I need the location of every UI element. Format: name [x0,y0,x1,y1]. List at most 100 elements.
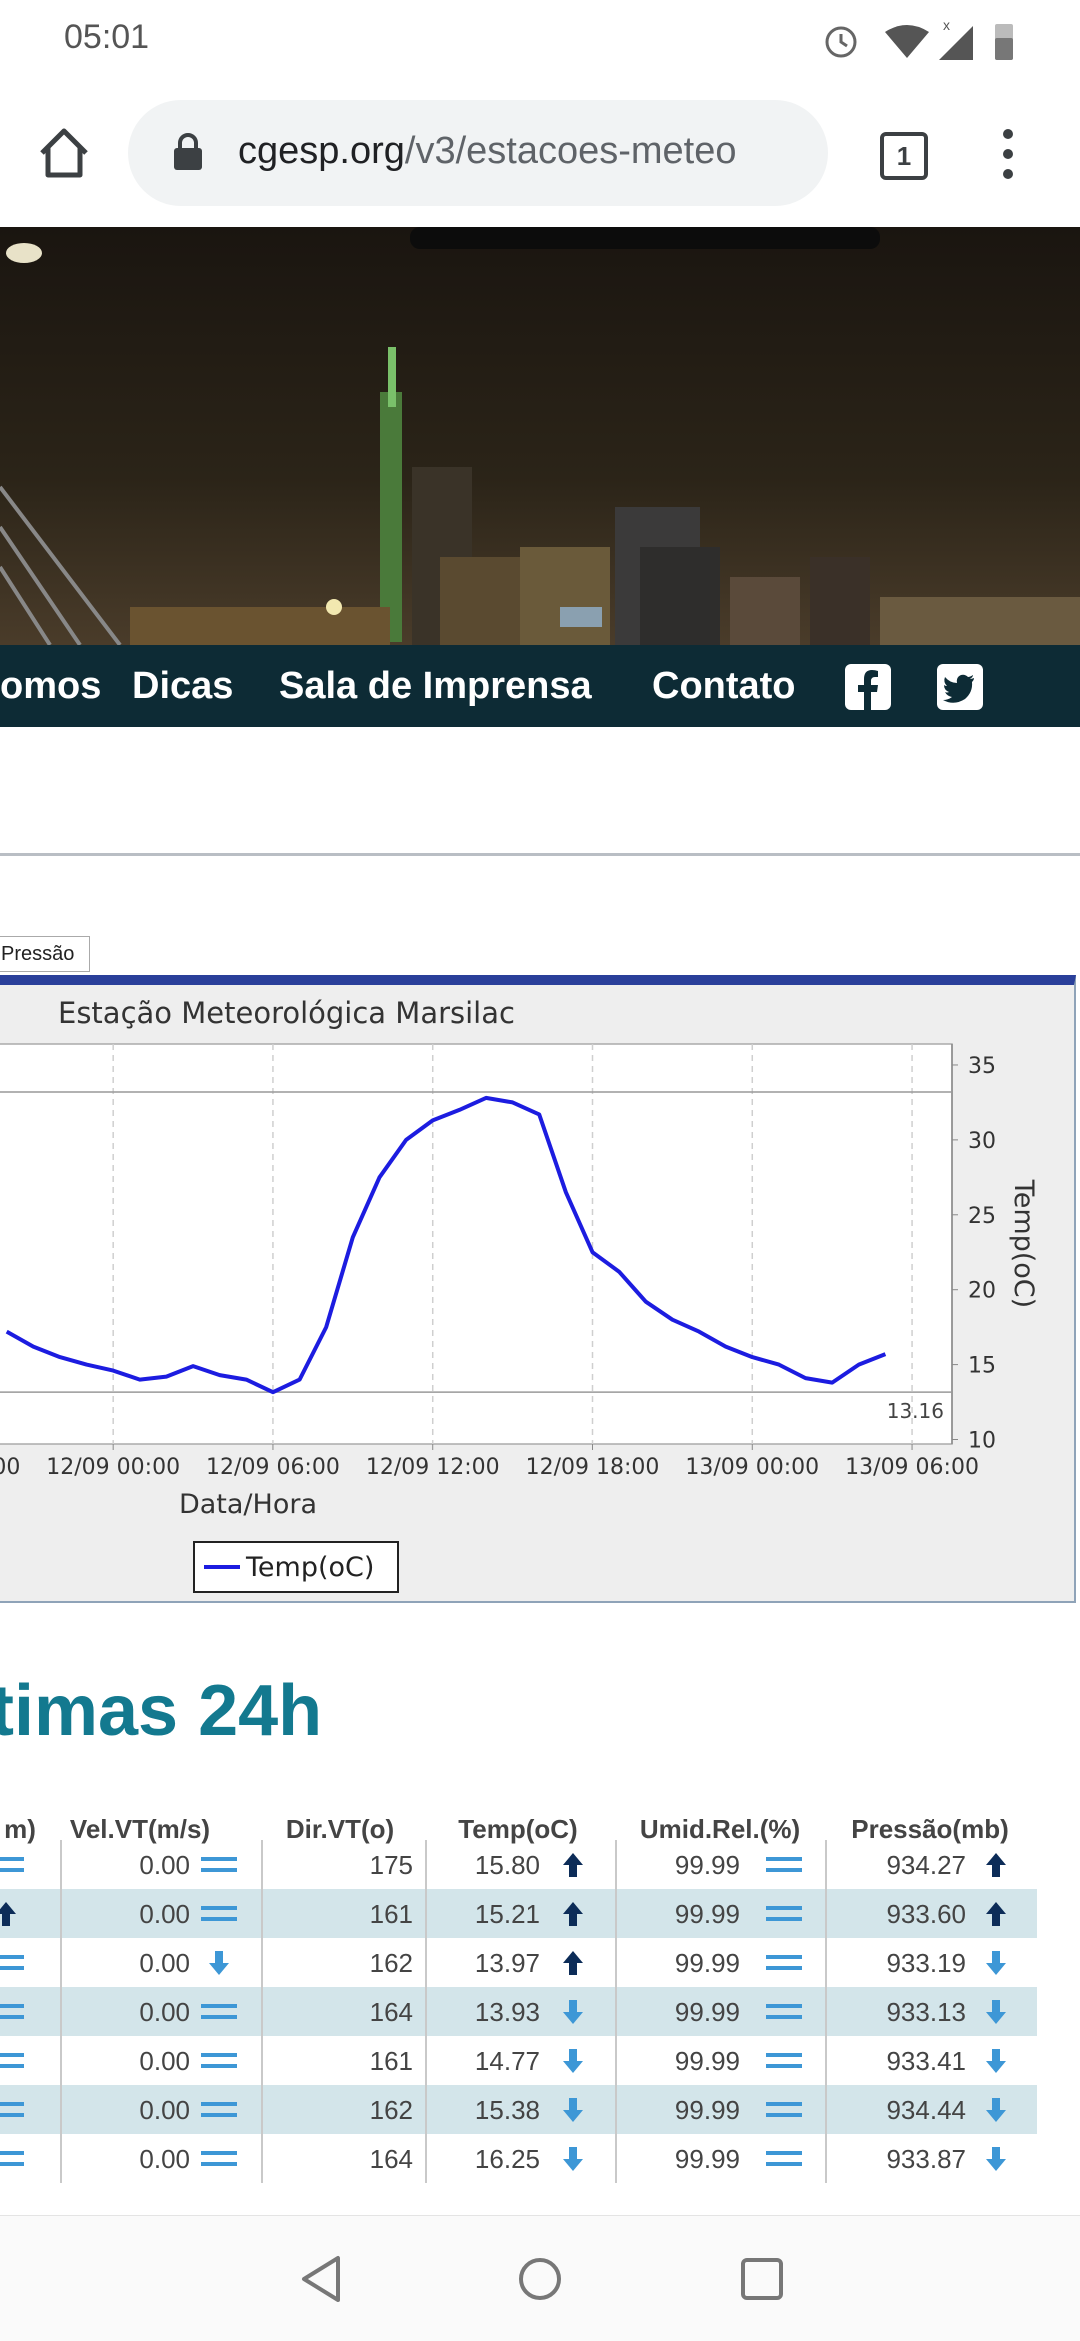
trend-eq [201,1905,237,1921]
bar [201,1916,237,1921]
home-button[interactable] [36,125,92,181]
temperature-line [5,1095,887,1395]
bar [766,2014,802,2019]
trend-eq [766,1856,802,1872]
cell-text: 933.60 [886,1899,966,1929]
trend-eq [201,2150,237,2166]
bar [201,2112,237,2117]
arrow [986,2048,1006,2073]
arrow [986,1852,1006,1877]
arrow [986,2146,1006,2171]
x-tick-label: 12/09 18:00 [526,1455,660,1480]
site-nav: omos Dicas Sala de Imprensa Contato [0,645,1080,727]
y-tick-label: 30 [968,1129,996,1154]
tab-switcher[interactable]: 1 [880,132,928,180]
trend-down [563,1999,583,2024]
column-rule [615,1840,617,2183]
menu-button[interactable] [996,128,1020,180]
bar [0,2014,24,2019]
section-heading: ltimas 24h [0,1671,323,1751]
cell-text: 933.13 [886,1997,966,2027]
bar [0,2063,24,2068]
arrow [0,1901,16,1926]
arrow [563,1852,583,1877]
trend-down [986,2048,1006,2073]
facebook-link[interactable] [845,664,891,710]
trend-eq [766,1905,802,1921]
lock-icon [174,133,202,170]
cell-text: 162 [369,1948,413,1978]
cell-text: 99.99 [674,2095,740,2125]
cell-text: 934.27 [886,1850,966,1880]
row-stripe [0,2085,1037,2134]
clock: 05:01 [64,18,150,56]
chart-tab[interactable]: Pressão [0,936,90,972]
bar [0,2052,24,2057]
cell-text: 16.25 [474,2144,540,2174]
cell-text: 933.19 [886,1948,966,1978]
trend-eq [766,2003,802,2019]
nav-link[interactable]: Sala de Imprensa [279,665,592,707]
cell-text: 99.99 [674,1997,740,2027]
trend-down [563,2097,583,2122]
row-stripe [0,1889,1037,1938]
nav-link[interactable]: Contato [652,665,796,707]
bar [766,1965,802,1970]
address-bar[interactable] [128,100,828,206]
arrow [986,1950,1006,1975]
url[interactable]: cgesp.org/v3/estacoes-meteo [238,130,808,173]
cell-text: 161 [369,2046,413,2076]
bar [0,1867,24,1872]
trend-up [0,1901,16,1926]
system-buttons [302,2256,783,2302]
trend-up [986,1852,1006,1877]
bar [201,1856,237,1861]
arrow [563,1950,583,1975]
column-header: m) [4,1814,36,1844]
browser-toolbar [0,80,1080,227]
cell-text: 0.00 [139,1850,190,1880]
bar [766,1905,802,1910]
trend-up [986,1901,1006,1926]
bar [201,2150,237,2155]
bar [201,2052,237,2057]
cell-text: 0.00 [139,1948,190,1978]
trend-eq [0,2101,24,2117]
arrow [986,1999,1006,2024]
bar [766,1856,802,1861]
bar [0,2003,24,2008]
nav-link[interactable]: Dicas [132,665,234,707]
column-header: Umid.Rel.(%) [639,1814,801,1844]
trend-eq [201,2101,237,2117]
trend-down [563,2146,583,2171]
bar [201,2063,237,2068]
trend-eq [766,2101,802,2117]
nav-link[interactable]: omos [0,665,102,707]
url-path: /v3/estacoes-meteo [404,130,737,172]
cell-text: 14.77 [474,2046,540,2076]
column-header: Temp(oC) [458,1814,578,1844]
cell-text: 934.44 [886,2095,966,2125]
twitter-link[interactable] [937,664,983,710]
row-stripe [0,1987,1037,2036]
x-tick-label: 13/09 06:00 [845,1455,979,1480]
trend-eq [201,1856,237,1872]
arrow [209,1950,229,1975]
cell-text: 0.00 [139,2095,190,2125]
cell-text: 933.87 [886,2144,966,2174]
column-rule [60,1840,62,2183]
url-host: cgesp.org [238,130,405,172]
bar [766,2150,802,2155]
bar [0,2101,24,2106]
bar [0,2112,24,2117]
bar [766,2003,802,2008]
y-tick-label: 10 [968,1429,996,1454]
arrow [986,2097,1006,2122]
cell-text: 0.00 [139,2046,190,2076]
cell-text: 99.99 [674,1850,740,1880]
bar [766,2101,802,2106]
bar [201,2003,237,2008]
trend-up [563,1852,583,1877]
cell-text: 164 [369,2144,413,2174]
